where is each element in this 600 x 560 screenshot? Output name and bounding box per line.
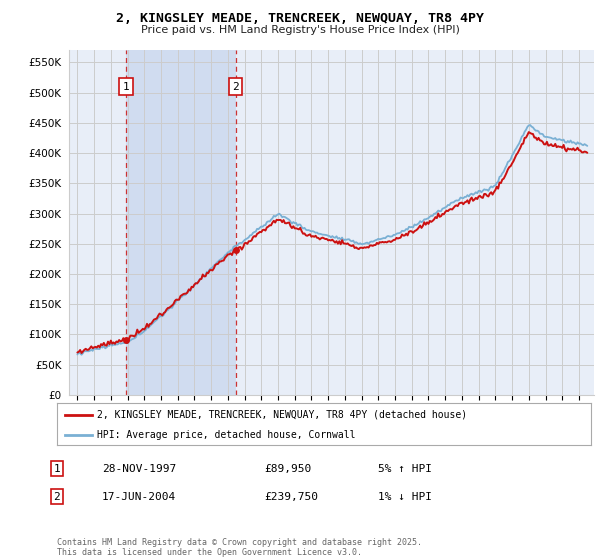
Text: 2: 2 xyxy=(53,492,61,502)
Text: 1: 1 xyxy=(53,464,61,474)
Text: Price paid vs. HM Land Registry's House Price Index (HPI): Price paid vs. HM Land Registry's House … xyxy=(140,25,460,35)
Text: 2: 2 xyxy=(232,82,239,92)
Text: 2, KINGSLEY MEADE, TRENCREEK, NEWQUAY, TR8 4PY (detached house): 2, KINGSLEY MEADE, TRENCREEK, NEWQUAY, T… xyxy=(97,409,467,419)
Text: 1% ↓ HPI: 1% ↓ HPI xyxy=(378,492,432,502)
Text: Contains HM Land Registry data © Crown copyright and database right 2025.
This d: Contains HM Land Registry data © Crown c… xyxy=(57,538,422,557)
Text: £89,950: £89,950 xyxy=(264,464,311,474)
Text: 17-JUN-2004: 17-JUN-2004 xyxy=(102,492,176,502)
Text: 5% ↑ HPI: 5% ↑ HPI xyxy=(378,464,432,474)
Text: 1: 1 xyxy=(122,82,130,92)
Text: 28-NOV-1997: 28-NOV-1997 xyxy=(102,464,176,474)
Text: HPI: Average price, detached house, Cornwall: HPI: Average price, detached house, Corn… xyxy=(97,430,356,440)
Text: £239,750: £239,750 xyxy=(264,492,318,502)
Text: 2, KINGSLEY MEADE, TRENCREEK, NEWQUAY, TR8 4PY: 2, KINGSLEY MEADE, TRENCREEK, NEWQUAY, T… xyxy=(116,12,484,25)
Bar xyxy=(126,50,236,395)
